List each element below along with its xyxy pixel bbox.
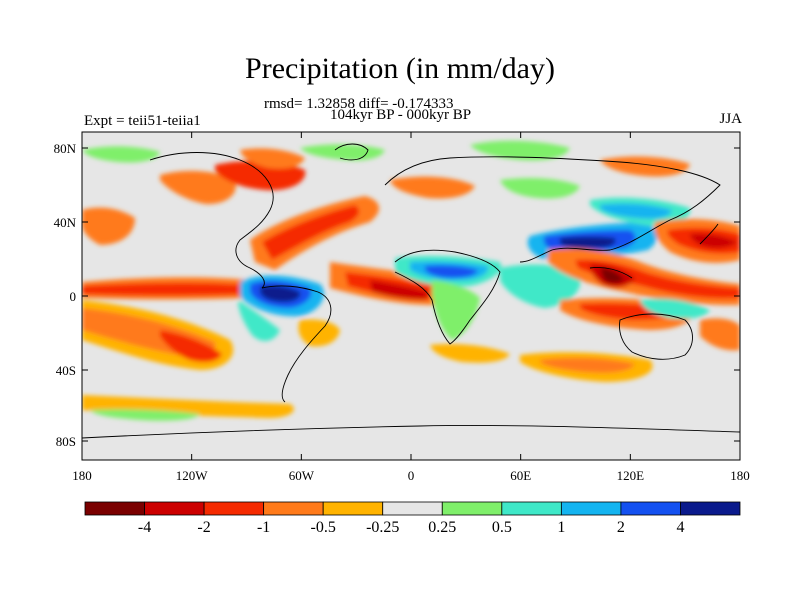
colorbar-label: -2 (197, 519, 210, 536)
colorbar-swatch (620, 501, 681, 516)
colorbar-swatch (322, 501, 384, 516)
colorbar-label: -1 (257, 519, 270, 536)
lon-tick-label: 60W (289, 468, 315, 483)
colorbar-swatch (501, 501, 562, 516)
colorbar-label: 0.25 (428, 519, 456, 536)
colorbar-swatch (263, 501, 324, 516)
lon-tick-label: 120E (617, 468, 645, 483)
anomaly-fields (82, 140, 740, 421)
lon-tick-label: 60E (510, 468, 531, 483)
lat-tick-label: 80S (56, 434, 76, 449)
coastlines (82, 143, 740, 439)
season-label: JJA (719, 111, 742, 127)
colorbar-swatch (560, 501, 622, 516)
plot-title: Precipitation (in mm/day) (245, 52, 555, 85)
colorbar-swatch (382, 501, 443, 516)
lon-tick-label: 180 (730, 468, 750, 483)
colorbar-swatch (84, 501, 145, 516)
colorbar-label: -4 (138, 519, 151, 536)
colorbar-label: 2 (617, 519, 625, 536)
lat-tick-label: 40S (56, 363, 76, 378)
colorbar-label: 4 (676, 519, 684, 536)
lat-tick-label: 0 (70, 289, 77, 304)
colorbar-label: 1 (557, 519, 565, 536)
lon-tick-label: 0 (408, 468, 415, 483)
colorbar-swatch (680, 501, 741, 516)
lat-tick-label: 40N (54, 215, 77, 230)
colorbar-boxes (84, 501, 741, 516)
latitude-axis: 80N 40N 0 40S 80S (54, 141, 740, 449)
colorbar-swatch (203, 501, 265, 516)
longitude-axis: 180 120W 60W 0 60E 120E 180 (72, 132, 750, 483)
colorbar-swatch (441, 501, 503, 516)
lon-tick-label: 120W (176, 468, 209, 483)
lon-tick-label: 180 (72, 468, 92, 483)
experiment-label: Expt = teii51-teiia1 (84, 113, 201, 129)
colorbar-swatch (144, 501, 205, 516)
stats-label: rmsd= 1.32858 diff= -0.174333 (264, 96, 454, 112)
colorbar-label: -0.5 (311, 519, 336, 536)
colorbar-label: 0.5 (492, 519, 512, 536)
period-label: 104kyr BP - 000kyr BP (330, 107, 472, 123)
colorbar-labels: -4 -2 -1 -0.5 -0.25 0.25 0.5 1 2 4 (138, 519, 685, 536)
colorbar-label: -0.25 (366, 519, 399, 536)
lat-tick-label: 80N (54, 141, 77, 156)
